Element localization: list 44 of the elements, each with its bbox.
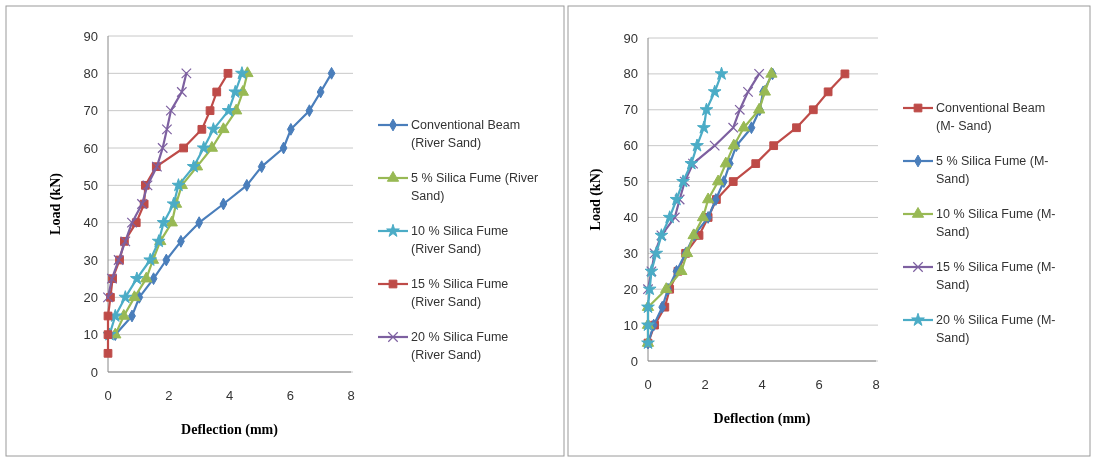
- x-axis-title: Deflection (mm): [713, 411, 811, 427]
- y-tick-label: 40: [623, 209, 638, 225]
- y-tick-label: 50: [623, 174, 638, 190]
- legend-label: 15 % Silica Fume (M- Sand): [936, 260, 1056, 293]
- x-tick-label: 6: [815, 377, 823, 392]
- legend-label: 20 % Silica Fume (M- Sand): [936, 313, 1056, 346]
- y-tick-label: 60: [623, 138, 638, 154]
- legend-label: 15 % Silica Fume (River Sand): [411, 277, 509, 310]
- legend-label: 20 % Silica Fume (River Sand): [411, 330, 509, 363]
- x-tick-label: 6: [286, 388, 294, 403]
- y-tick-label: 30: [623, 245, 638, 261]
- x-tick-label: 0: [644, 377, 652, 392]
- x-tick-label: 8: [872, 377, 880, 392]
- x-tick-label: 8: [347, 388, 355, 403]
- y-tick-label: 70: [83, 103, 98, 119]
- y-tick-label: 90: [83, 28, 98, 44]
- y-tick-label: 10: [623, 317, 638, 333]
- x-axis-title: Deflection (mm): [181, 422, 279, 438]
- y-tick-label: 70: [623, 102, 638, 118]
- legend-label: Conventional Beam (River Sand): [411, 118, 521, 151]
- y-tick-label: 90: [623, 30, 638, 46]
- y-tick-label: 20: [83, 289, 98, 305]
- y-tick-label: 20: [623, 281, 638, 297]
- x-tick-label: 4: [758, 377, 766, 392]
- y-tick-label: 30: [83, 252, 98, 268]
- y-tick-label: 60: [83, 140, 98, 156]
- legend-label: 10 % Silica Fume (River Sand): [411, 224, 509, 257]
- x-tick-label: 2: [701, 377, 709, 392]
- y-tick-label: 80: [623, 66, 638, 82]
- y-tick-label: 0: [630, 353, 638, 369]
- y-axis-title: Load (kN): [588, 168, 604, 231]
- x-tick-label: 2: [165, 388, 173, 403]
- legend-label: 5 % Silica Fume (River Sand): [411, 171, 539, 204]
- y-tick-label: 40: [83, 215, 98, 231]
- x-tick-label: 4: [225, 388, 234, 403]
- y-tick-label: 80: [83, 65, 98, 81]
- x-tick-label: 0: [104, 388, 112, 403]
- legend-label: Conventional Beam (M- Sand): [936, 101, 1046, 134]
- legend-label: 5 % Silica Fume (M- Sand): [936, 154, 1049, 187]
- y-tick-label: 10: [83, 327, 98, 343]
- y-axis-title: Load (kN): [48, 172, 64, 235]
- y-tick-label: 0: [90, 364, 98, 380]
- legend-label: 10 % Silica Fume (M- Sand): [936, 207, 1056, 240]
- y-tick-label: 50: [83, 177, 98, 193]
